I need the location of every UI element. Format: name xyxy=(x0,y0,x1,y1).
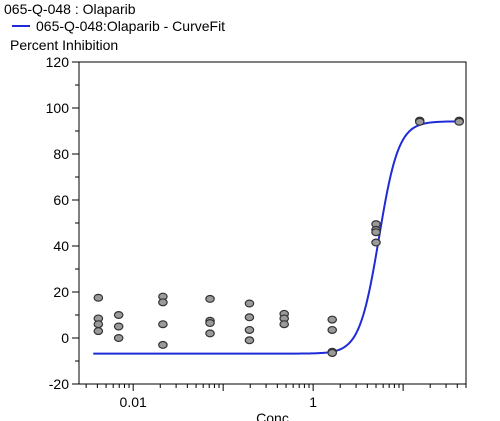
y-tick-label: -20 xyxy=(49,376,69,392)
y-axis-title: Percent Inhibition xyxy=(10,37,119,53)
data-point xyxy=(244,325,255,334)
data-point xyxy=(244,299,255,308)
y-tick-label: 40 xyxy=(53,238,69,254)
legend-curve-swatch xyxy=(12,25,30,27)
data-point xyxy=(454,117,464,126)
data-point xyxy=(158,298,168,307)
legend-curve-label: 065-Q-048:Olaparib - CurveFit xyxy=(36,18,226,34)
data-point xyxy=(371,228,381,237)
data-point xyxy=(93,320,104,329)
data-point xyxy=(158,320,168,329)
x-axis-title: Conc xyxy=(256,410,289,421)
data-point xyxy=(205,294,215,303)
data-point xyxy=(279,320,290,329)
y-tick-label: 0 xyxy=(61,330,69,346)
data-point xyxy=(158,340,168,349)
x-tick-label: 1 xyxy=(309,394,317,410)
data-point xyxy=(113,334,124,343)
data-point xyxy=(371,238,381,247)
y-tick-label: 100 xyxy=(46,100,70,116)
plot-area-frame xyxy=(78,61,467,385)
data-point xyxy=(113,322,124,331)
y-axis: -20 0 20 40 60 80 100 120 xyxy=(46,54,79,392)
data-point xyxy=(327,325,338,334)
fit-curve-line xyxy=(93,120,460,355)
data-point xyxy=(244,313,255,322)
data-point xyxy=(93,293,104,302)
y-tick-label: 20 xyxy=(53,284,69,300)
x-axis: 0.01 1 xyxy=(85,384,467,410)
data-point xyxy=(414,117,425,126)
chart-title: 065-Q-048 : Olaparib xyxy=(4,1,136,17)
data-point xyxy=(244,336,255,345)
legend: 065-Q-048:Olaparib - CurveFit xyxy=(12,18,225,34)
x-tick-label: 0.01 xyxy=(120,394,147,410)
data-points xyxy=(93,116,464,357)
data-point xyxy=(113,311,124,320)
y-tick-label: 60 xyxy=(53,192,69,208)
data-point xyxy=(327,315,338,324)
y-tick-label: 80 xyxy=(53,146,69,162)
data-point xyxy=(93,327,104,336)
data-point xyxy=(327,348,338,357)
data-point xyxy=(205,329,215,338)
y-tick-label: 120 xyxy=(46,54,70,70)
data-point xyxy=(205,319,215,328)
